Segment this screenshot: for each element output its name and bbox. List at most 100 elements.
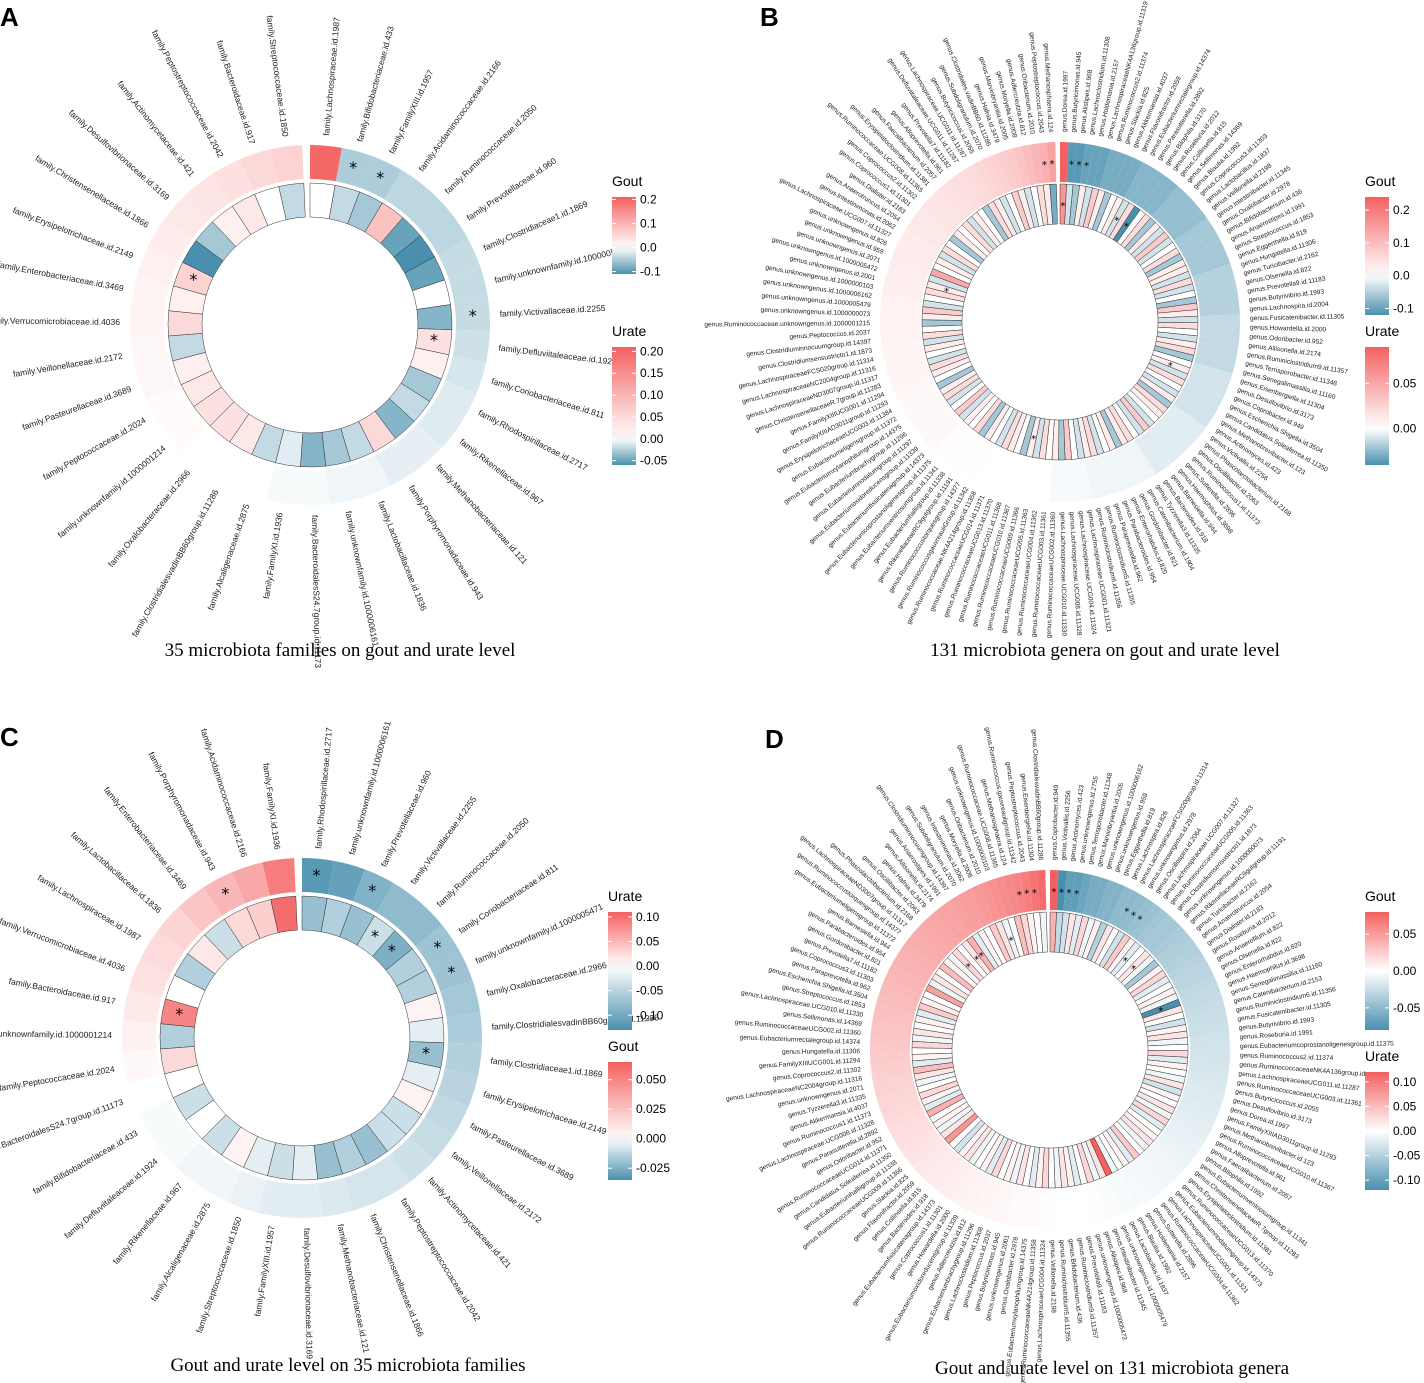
outer-ring-cell bbox=[1168, 953, 1207, 981]
significance-star: * bbox=[1124, 907, 1129, 918]
outer-ring-cell bbox=[1159, 1132, 1196, 1163]
outer-ring-cell bbox=[425, 1093, 469, 1135]
outer-ring-cell bbox=[1183, 381, 1224, 406]
outer-ring-cell bbox=[1023, 459, 1039, 500]
outer-ring-cell bbox=[965, 164, 993, 203]
outer-ring-cell bbox=[1199, 305, 1240, 317]
outer-ring-cell bbox=[239, 149, 278, 191]
significance-star: * bbox=[1077, 160, 1082, 171]
outer-ring-cell bbox=[454, 299, 490, 332]
outer-ring-cell bbox=[310, 145, 342, 182]
outer-ring-cell bbox=[1038, 142, 1050, 184]
outer-ring-cell bbox=[1085, 458, 1101, 500]
outer-ring-cell bbox=[911, 401, 949, 432]
outer-ring-cell bbox=[898, 384, 938, 410]
outer-ring-cell bbox=[932, 189, 966, 224]
outer-ring-cell bbox=[1141, 175, 1172, 213]
outer-ring-cell bbox=[922, 917, 956, 952]
outer-ring-cell bbox=[1180, 387, 1220, 414]
outer-ring-cell bbox=[1015, 457, 1032, 499]
category-label: genus.Dorea.id.1997 bbox=[1061, 70, 1069, 132]
outer-ring-cell bbox=[902, 390, 942, 418]
outer-ring-cell bbox=[1076, 873, 1093, 914]
outer-ring-cell bbox=[1102, 882, 1126, 923]
outer-ring-cell bbox=[1046, 142, 1057, 183]
outer-ring-cell bbox=[1140, 432, 1171, 470]
outer-ring-cell bbox=[886, 359, 928, 379]
outer-ring-cell bbox=[1176, 1102, 1217, 1126]
outer-ring-cell bbox=[1196, 280, 1237, 297]
outer-ring-cell bbox=[1190, 255, 1231, 277]
outer-ring-cell bbox=[916, 923, 951, 957]
category-label: family.unknownfamily.id.1000001214 bbox=[0, 1028, 112, 1040]
outer-ring-cell bbox=[1106, 1175, 1132, 1215]
category-label: genus.Fusicatenibacter.id.11305 bbox=[1250, 313, 1345, 322]
outer-ring-cell bbox=[970, 884, 995, 925]
legend-tick-label: -0.025 bbox=[636, 1161, 670, 1175]
outer-ring-cell bbox=[444, 1042, 482, 1076]
outer-ring-cell bbox=[874, 1080, 916, 1099]
outer-ring-cell bbox=[1189, 1050, 1230, 1060]
outer-ring-cell bbox=[1167, 1120, 1206, 1149]
category-label: family.ClostridialesvadinBB60group.id.11… bbox=[130, 487, 221, 638]
significance-star: * bbox=[1074, 889, 1079, 900]
category-label: genus.Howardella.id.2000 bbox=[1250, 324, 1327, 333]
legend-tick-label: 0.2 bbox=[640, 192, 657, 206]
inner-ring-cell bbox=[159, 1023, 195, 1050]
legend-tick-label: 0.05 bbox=[636, 935, 660, 949]
legend-colorbar bbox=[608, 1062, 632, 1180]
outer-ring-cell bbox=[895, 949, 934, 978]
outer-ring-cell bbox=[907, 396, 945, 425]
outer-ring-cell bbox=[1032, 460, 1046, 501]
outer-ring-cell bbox=[1197, 288, 1239, 303]
legend-tick-label: 0.1 bbox=[640, 216, 657, 230]
outer-ring-cell bbox=[912, 1140, 948, 1173]
outer-ring-cell bbox=[367, 1154, 411, 1199]
legend-colorbar bbox=[612, 347, 636, 465]
significance-star: * bbox=[1137, 915, 1142, 926]
outer-ring-cell bbox=[955, 892, 983, 931]
outer-ring-cell bbox=[1116, 447, 1142, 487]
significance-star: * bbox=[1084, 161, 1089, 172]
outer-ring-cell bbox=[1188, 1064, 1230, 1077]
category-label: family.Rhodospirillaceae.id.2717 bbox=[313, 727, 334, 849]
category-label: family.Bacteroidaceae.id.917 bbox=[215, 39, 258, 146]
legend-tick-label: 0.05 bbox=[1393, 376, 1417, 390]
outer-ring-cell bbox=[1170, 211, 1207, 242]
inner-ring-cell bbox=[292, 1145, 318, 1181]
panel-c-circular-heatmap: * family.Rhodospirillaceae.id.2717 family.… bbox=[0, 720, 670, 1360]
outer-ring-cell bbox=[1040, 461, 1052, 502]
outer-ring-cell bbox=[227, 1171, 267, 1213]
legend-tick-label: 0.2 bbox=[1393, 203, 1410, 217]
category-label: genus.Ruminococcaceae.unknowngenus.id.10… bbox=[704, 320, 870, 328]
panel-letter-b: B bbox=[760, 2, 779, 32]
outer-ring-cell bbox=[885, 1106, 925, 1131]
outer-ring-cell bbox=[1124, 162, 1151, 201]
outer-ring-cell bbox=[1177, 392, 1216, 421]
significance-star: * bbox=[422, 1043, 430, 1062]
category-label: family.Acidaminococcaceae.id.2166 bbox=[199, 727, 250, 858]
panel-a-caption: 35 microbiota families on gout and urate… bbox=[165, 640, 516, 661]
outer-ring-cell bbox=[1095, 879, 1118, 921]
category-label: genus.Lachnospiraceae.UCG010.id.11330 bbox=[1059, 512, 1068, 637]
significance-star: * bbox=[1024, 889, 1029, 900]
outer-ring-cell bbox=[950, 1166, 979, 1205]
legend-tick-label: -0.1 bbox=[640, 265, 661, 279]
outer-ring-cell bbox=[981, 1179, 1003, 1220]
outer-ring-cell bbox=[934, 906, 966, 943]
outer-ring-cell bbox=[1140, 1152, 1174, 1188]
outer-ring-cell bbox=[1005, 1185, 1022, 1227]
outer-ring-cell bbox=[870, 1061, 912, 1073]
significance-star: * bbox=[1124, 221, 1129, 232]
outer-ring-cell bbox=[901, 1129, 939, 1160]
outer-ring-cell bbox=[889, 365, 930, 387]
outer-ring-cell bbox=[1145, 428, 1177, 465]
legend-tick-label: 0.20 bbox=[640, 344, 664, 358]
category-label: genus.unknowngenus.id.1000000073 bbox=[760, 307, 870, 318]
category-label: family.Victivallaceae.id.2255 bbox=[499, 303, 606, 319]
outer-ring-cell bbox=[880, 310, 921, 320]
outer-ring-cell bbox=[910, 214, 948, 245]
legend-tick-label: -0.10 bbox=[1393, 1173, 1421, 1187]
category-label: family.FamilyXI.id.1936 bbox=[261, 512, 285, 600]
outer-ring-cell bbox=[1173, 398, 1211, 428]
